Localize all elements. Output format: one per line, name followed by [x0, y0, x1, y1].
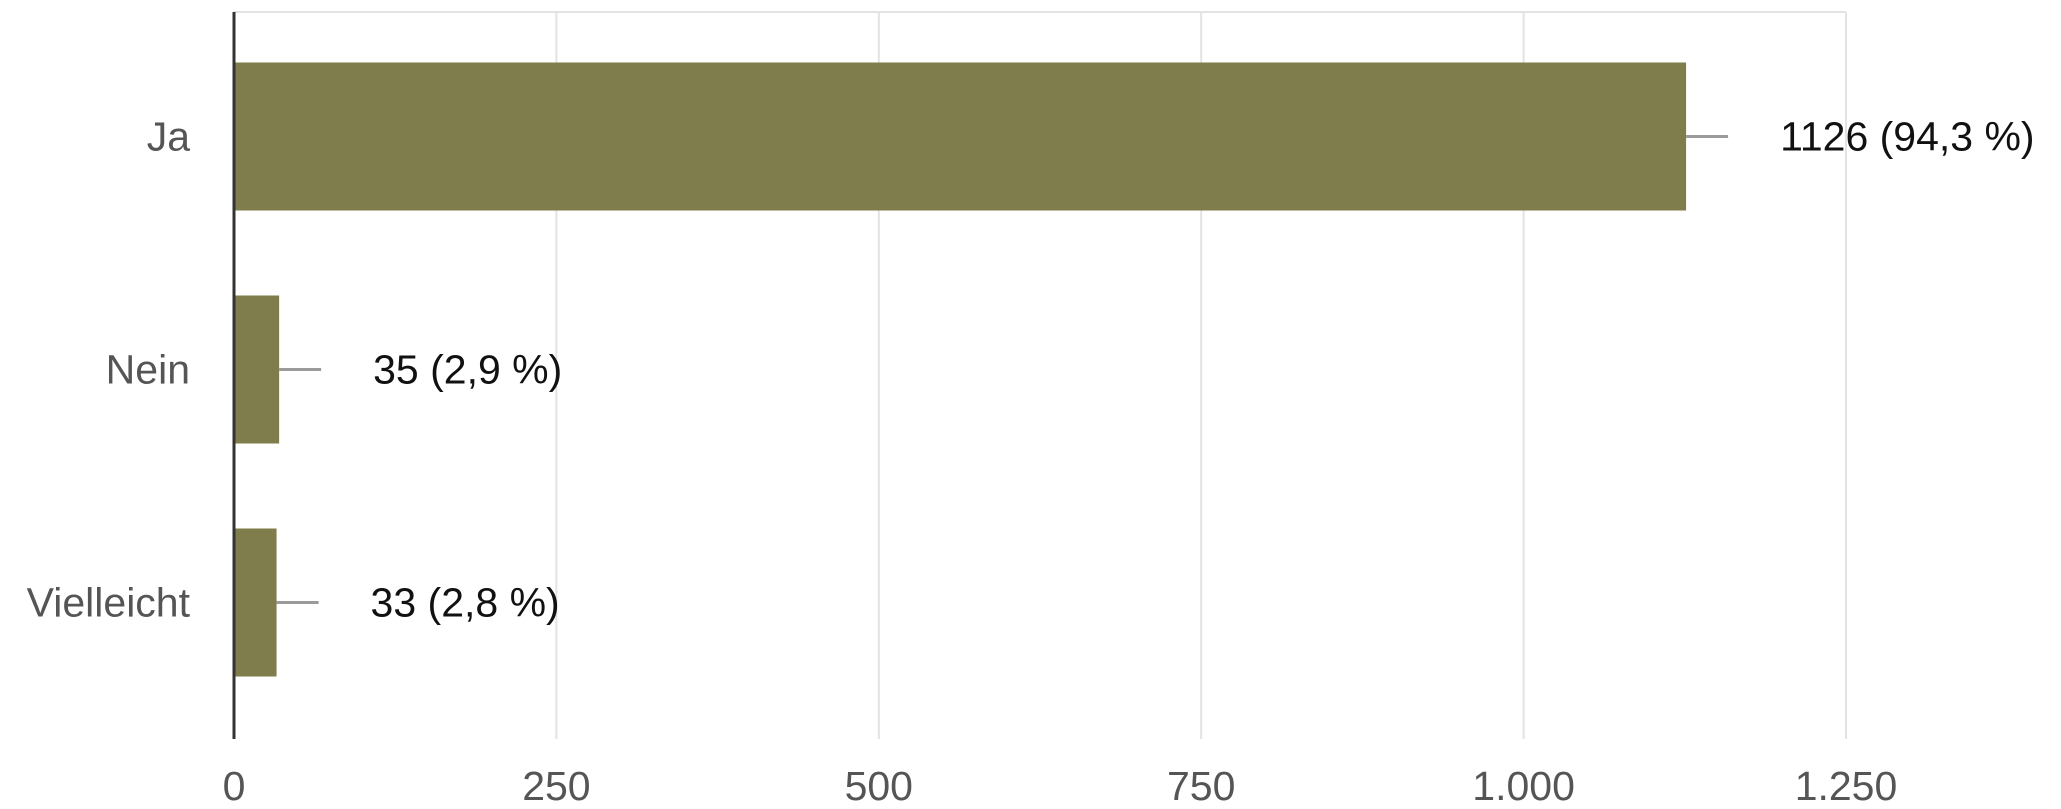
data-label: 1126 (94,3 %)	[1780, 114, 2035, 160]
bar-nein	[234, 295, 280, 444]
x-tick-label: 750	[1167, 763, 1235, 804]
bar-vielleicht	[234, 528, 277, 677]
data-label: 33 (2,8 %)	[371, 580, 560, 626]
bar-ja	[234, 62, 1687, 211]
x-tick-label: 1.000	[1472, 763, 1575, 804]
x-tick-label: 500	[845, 763, 913, 804]
labels-layer: Ja 1126 (94,3 %) Nein 35 (2,9 %) Vielleicht 3…	[27, 114, 2035, 626]
axis-layer: 0 250 500 750 1.000 1.250	[223, 12, 1898, 809]
category-label: Nein	[106, 347, 190, 393]
category-label: Vielleicht	[27, 580, 191, 626]
x-tick-label: 250	[522, 763, 590, 804]
data-label: 35 (2,9 %)	[373, 347, 562, 393]
x-tick-label: 0	[223, 763, 246, 804]
x-tick-label: 1.250	[1795, 763, 1898, 804]
category-label: Ja	[147, 114, 191, 160]
bars-layer	[234, 62, 1729, 677]
